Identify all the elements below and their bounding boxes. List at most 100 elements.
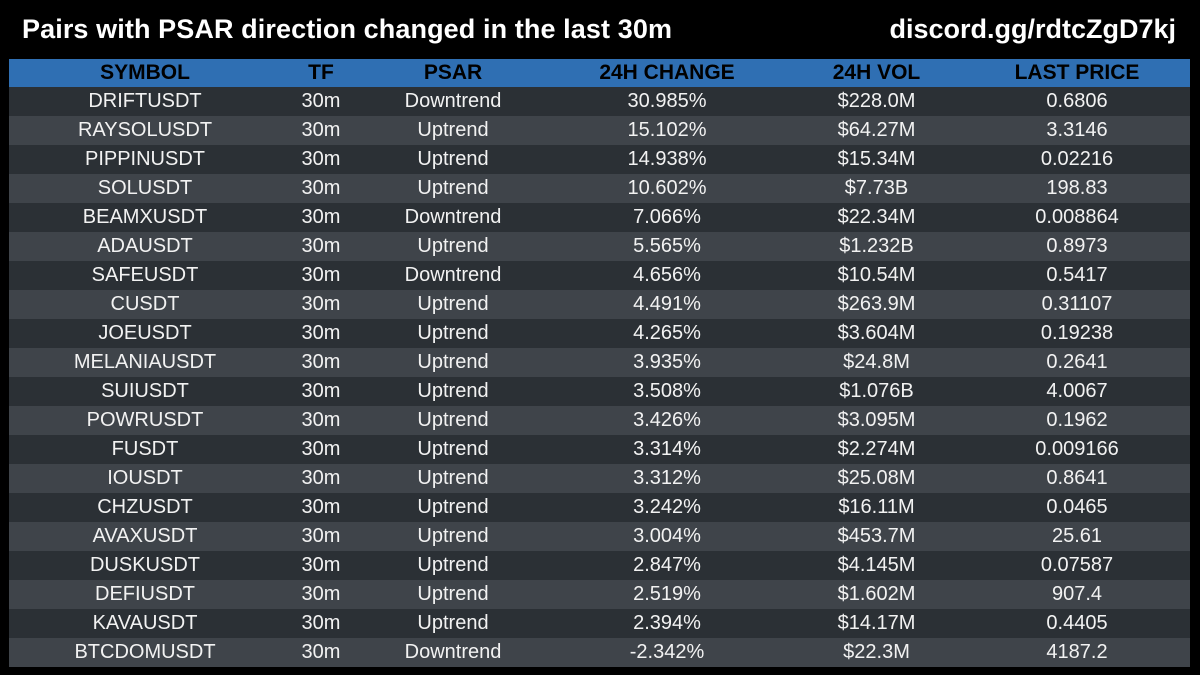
price-cell: 3.3146	[1046, 119, 1108, 141]
volume-cell: $2.274M	[837, 438, 916, 460]
table-row[interactable]: SAFEUSDT 30m Downtrend 4.656% $10.54M 0.…	[9, 261, 1190, 290]
change-cell: 3.426%	[633, 409, 701, 431]
psar-cell: Uptrend	[417, 612, 489, 634]
column-header-symbol[interactable]: SYMBOL	[100, 61, 190, 84]
table-row[interactable]: FUSDT 30m Uptrend 3.314% $2.274M 0.00916…	[9, 435, 1190, 464]
psar-cell: Uptrend	[417, 148, 489, 170]
table-row[interactable]: JOEUSDT 30m Uptrend 4.265% $3.604M 0.192…	[9, 319, 1190, 348]
timeframe-cell: 30m	[301, 438, 341, 460]
table-row[interactable]: PIPPINUSDT 30m Uptrend 14.938% $15.34M 0…	[9, 145, 1190, 174]
table-row[interactable]: DRIFTUSDT 30m Downtrend 30.985% $228.0M …	[9, 87, 1190, 116]
column-header-psar[interactable]: PSAR	[423, 61, 483, 84]
psar-cell: Downtrend	[404, 90, 502, 112]
volume-cell: $10.54M	[837, 264, 916, 286]
volume-cell: $14.17M	[837, 612, 916, 634]
psar-cell: Uptrend	[417, 351, 489, 373]
timeframe-cell: 30m	[301, 351, 341, 373]
volume-cell: $22.34M	[837, 206, 916, 228]
psar-cell: Downtrend	[404, 206, 502, 228]
price-cell: 0.2641	[1046, 351, 1108, 373]
change-cell: 4.491%	[633, 293, 701, 315]
change-cell: 2.394%	[633, 612, 701, 634]
table-row[interactable]: CHZUSDT 30m Uptrend 3.242% $16.11M 0.046…	[9, 493, 1190, 522]
timeframe-cell: 30m	[301, 554, 341, 576]
timeframe-cell: 30m	[301, 322, 341, 344]
price-cell: 198.83	[1046, 177, 1108, 199]
timeframe-cell: 30m	[301, 380, 341, 402]
price-cell: 0.8641	[1046, 467, 1108, 489]
psar-cell: Uptrend	[417, 525, 489, 547]
timeframe-cell: 30m	[301, 119, 341, 141]
column-header-tf[interactable]: TF	[308, 61, 334, 84]
change-cell: 30.985%	[627, 90, 707, 112]
table-body: DRIFTUSDT 30m Downtrend 30.985% $228.0M …	[9, 87, 1190, 667]
change-cell: 5.565%	[633, 235, 701, 257]
symbol-cell: IOUSDT	[107, 467, 183, 489]
change-cell: 3.508%	[633, 380, 701, 402]
table-row[interactable]: DUSKUSDT 30m Uptrend 2.847% $4.145M 0.07…	[9, 551, 1190, 580]
table-row[interactable]: ADAUSDT 30m Uptrend 5.565% $1.232B 0.897…	[9, 232, 1190, 261]
timeframe-cell: 30m	[301, 525, 341, 547]
volume-cell: $64.27M	[837, 119, 916, 141]
psar-cell: Uptrend	[417, 554, 489, 576]
volume-cell: $15.34M	[837, 148, 916, 170]
volume-cell: $453.7M	[837, 525, 916, 547]
timeframe-cell: 30m	[301, 235, 341, 257]
table-row[interactable]: POWRUSDT 30m Uptrend 3.426% $3.095M 0.19…	[9, 406, 1190, 435]
table-row[interactable]: IOUSDT 30m Uptrend 3.312% $25.08M 0.8641	[9, 464, 1190, 493]
table-row[interactable]: BEAMXUSDT 30m Downtrend 7.066% $22.34M 0…	[9, 203, 1190, 232]
timeframe-cell: 30m	[301, 409, 341, 431]
price-cell: 4.0067	[1046, 380, 1108, 402]
timeframe-cell: 30m	[301, 293, 341, 315]
price-cell: 0.19238	[1040, 322, 1114, 344]
psar-cell: Downtrend	[404, 264, 502, 286]
symbol-cell: SAFEUSDT	[91, 264, 199, 286]
price-cell: 0.6806	[1046, 90, 1108, 112]
table-row[interactable]: BTCDOMUSDT 30m Downtrend -2.342% $22.3M …	[9, 638, 1190, 667]
symbol-cell: SUIUSDT	[101, 380, 189, 402]
change-cell: 15.102%	[627, 119, 707, 141]
table-row[interactable]: SUIUSDT 30m Uptrend 3.508% $1.076B 4.006…	[9, 377, 1190, 406]
table-row[interactable]: AVAXUSDT 30m Uptrend 3.004% $453.7M 25.6…	[9, 522, 1190, 551]
change-cell: 14.938%	[627, 148, 707, 170]
column-header-last-price[interactable]: LAST PRICE	[1014, 61, 1140, 84]
symbol-cell: CHZUSDT	[97, 496, 193, 518]
price-cell: 0.02216	[1040, 148, 1114, 170]
price-cell: 0.4405	[1046, 612, 1108, 634]
change-cell: 3.312%	[633, 467, 701, 489]
psar-cell: Uptrend	[417, 467, 489, 489]
symbol-cell: CUSDT	[110, 293, 180, 315]
discord-link[interactable]: discord.gg/rdtcZgD7kj	[889, 14, 1176, 44]
symbol-cell: DEFIUSDT	[95, 583, 195, 605]
psar-cell: Uptrend	[417, 438, 489, 460]
table-row[interactable]: MELANIAUSDT 30m Uptrend 3.935% $24.8M 0.…	[9, 348, 1190, 377]
change-cell: 2.519%	[633, 583, 701, 605]
symbol-cell: PIPPINUSDT	[84, 148, 206, 170]
volume-cell: $1.232B	[839, 235, 914, 257]
table-row[interactable]: CUSDT 30m Uptrend 4.491% $263.9M 0.31107	[9, 290, 1190, 319]
psar-cell: Uptrend	[417, 119, 489, 141]
timeframe-cell: 30m	[301, 467, 341, 489]
price-cell: 0.009166	[1035, 438, 1119, 460]
psar-cell: Uptrend	[417, 235, 489, 257]
change-cell: 3.314%	[633, 438, 701, 460]
table-row[interactable]: DEFIUSDT 30m Uptrend 2.519% $1.602M 907.…	[9, 580, 1190, 609]
volume-cell: $228.0M	[837, 90, 916, 112]
symbol-cell: BTCDOMUSDT	[74, 641, 216, 663]
table-row[interactable]: KAVAUSDT 30m Uptrend 2.394% $14.17M 0.44…	[9, 609, 1190, 638]
volume-cell: $1.602M	[837, 583, 916, 605]
symbol-cell: RAYSOLUSDT	[77, 119, 213, 141]
symbol-cell: DRIFTUSDT	[88, 90, 202, 112]
table-row[interactable]: SOLUSDT 30m Uptrend 10.602% $7.73B 198.8…	[9, 174, 1190, 203]
timeframe-cell: 30m	[301, 148, 341, 170]
change-cell: 4.265%	[633, 322, 701, 344]
price-cell: 0.8973	[1046, 235, 1108, 257]
column-header-24h-vol[interactable]: 24H VOL	[832, 61, 921, 84]
table-row[interactable]: RAYSOLUSDT 30m Uptrend 15.102% $64.27M 3…	[9, 116, 1190, 145]
column-header-24h-change[interactable]: 24H CHANGE	[599, 61, 735, 84]
symbol-cell: MELANIAUSDT	[73, 351, 217, 373]
timeframe-cell: 30m	[301, 641, 341, 663]
psar-cell: Uptrend	[417, 583, 489, 605]
psar-cell: Uptrend	[417, 293, 489, 315]
timeframe-cell: 30m	[301, 496, 341, 518]
